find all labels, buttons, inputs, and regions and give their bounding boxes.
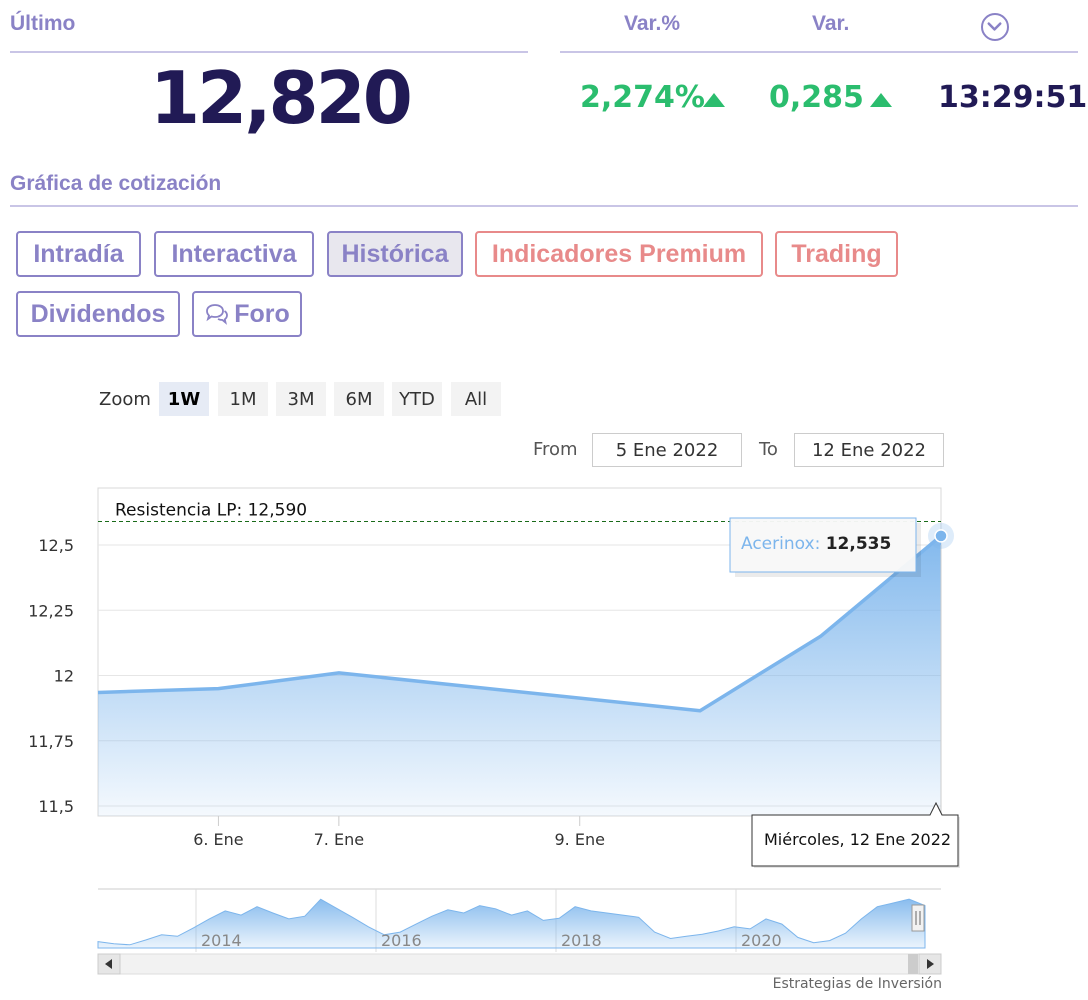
var-percent-label: Var.% [624,12,681,35]
hover-marker [928,522,954,549]
zoom-all-button[interactable]: All [451,382,501,416]
zoom-3m-button[interactable]: 3M [276,382,326,416]
tab-label: Indicadores Premium [491,239,747,268]
navigator-year-label: 2020 [741,931,782,950]
last-update-time: 13:29:51 [938,80,1088,115]
tab-intradia[interactable]: Intradía [16,231,141,277]
var-label: Var. [812,12,850,35]
header-divider-right [560,51,1078,53]
svg-text:Acerinox: 12,535: Acerinox: 12,535 [741,534,891,554]
watermark-credit: Estrategias de Inversión [772,976,942,992]
tab-label: Dividendos [30,299,166,328]
y-tick-label: 11,75 [28,732,74,751]
chevron-down-icon [987,22,1002,31]
range-to-input[interactable]: 12 Ene 2022 [794,433,944,467]
grid-lines [98,544,941,807]
arrow-left-icon [105,959,112,969]
tab-dividendos[interactable]: Dividendos [16,291,180,337]
tab-interactiva[interactable]: Interactiva [154,231,314,277]
chart-tooltip: Acerinox: 12,535 [729,517,921,577]
last-price-value: 12,820 [150,56,413,140]
navigator-grid [195,889,737,952]
var-value: 0,285 [769,80,864,115]
section-divider [10,205,1078,207]
date-flag-text: Miércoles, 12 Ene 2022 [764,830,951,849]
x-tick-label: 7. Ene [314,830,364,849]
scrollbar-left-button[interactable] [97,953,121,975]
tab-foro[interactable]: Foro [192,291,302,337]
zoom-label: Zoom [99,389,151,410]
zoom-6m-button[interactable]: 6M [334,382,384,416]
series-line [97,534,943,713]
range-from-input[interactable]: 5 Ene 2022 [592,433,742,467]
x-axis-ticks: 6. Ene 7. Ene 9. Ene 11. Ene [193,816,851,849]
tab-label: Intradía [33,239,124,268]
y-tick-label: 12,25 [28,601,74,620]
scrollbar-thumb[interactable] [908,954,918,974]
navigator-handle[interactable] [911,904,925,932]
scrollbar[interactable] [97,953,942,975]
tab-label: Interactiva [171,239,297,268]
tab-label: Foro [234,299,290,328]
date-flag: Miércoles, 12 Ene 2022 [751,801,960,868]
tab-label: Trading [791,239,882,268]
navigator-year-labels: 2014 2016 2018 2020 [201,931,782,950]
var-percent-value: 2,274% [580,80,705,115]
chat-bubbles-icon [206,304,229,325]
range-from-label: From [533,439,578,460]
resistance-label: Resistencia LP: 12,590 [115,501,307,521]
y-tick-label: 11,5 [38,797,74,816]
arrow-up-icon [703,93,725,107]
navigator-year-label: 2018 [561,931,602,950]
header-divider-left [10,51,528,53]
arrow-up-icon [870,93,892,107]
scrollbar-right-button[interactable] [918,953,942,975]
tab-label: Histórica [341,239,449,268]
navigator-area [97,898,926,949]
series-points [98,536,941,711]
zoom-1m-button[interactable]: 1M [218,382,268,416]
hover-dot [934,529,948,543]
x-tick-label: 9. Ene [554,830,604,849]
navigator-year-label: 2014 [201,931,242,950]
range-to-label: To [759,439,778,460]
arrow-right-icon [927,959,934,969]
navigator-plot [98,889,941,952]
zoom-ytd-button[interactable]: YTD [392,382,442,416]
tab-trading[interactable]: Trading [775,231,898,277]
y-tick-label: 12 [54,667,74,686]
series-area [98,535,941,816]
y-tick-label: 12,5 [38,536,74,555]
expand-button[interactable] [981,13,1009,41]
zoom-1w-button[interactable]: 1W [159,382,209,416]
tooltip-series-name: Acerinox [741,534,815,554]
plot-frame [97,487,942,817]
tab-indicadores-premium[interactable]: Indicadores Premium [475,231,763,277]
navigator-year-label: 2016 [381,931,422,950]
navigator[interactable]: 2014 2016 2018 2020 [97,888,941,952]
section-title: Gráfica de cotización [10,172,222,195]
y-axis-labels: 12,5 12,25 12 11,75 11,5 [28,536,74,816]
tab-historica[interactable]: Histórica [327,231,463,277]
x-tick-label: 6. Ene [193,830,243,849]
last-price-label: Último [10,12,76,35]
x-tick-label: 11. Ene [790,830,851,849]
tooltip-value: 12,535 [826,534,892,554]
